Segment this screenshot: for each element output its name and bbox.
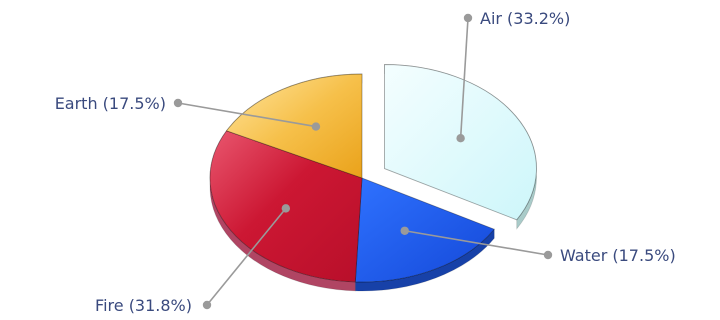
leader-inner-dot-fire	[281, 204, 291, 213]
leader-outer-dot-air	[463, 13, 473, 23]
slice-label-water: Water (17.5%)	[560, 246, 676, 265]
leader-line-earth	[177, 102, 317, 128]
leader-line-fire	[206, 207, 287, 306]
leader-outer-dot-earth	[173, 98, 183, 108]
leader-line-air	[459, 17, 469, 139]
slice-label-earth: Earth (17.5%)	[55, 94, 166, 113]
leader-outer-dot-fire	[202, 300, 212, 310]
pie-slice-water[interactable]	[354, 177, 495, 283]
pie-slice-earth[interactable]	[226, 73, 363, 179]
leader-inner-dot-water	[400, 226, 409, 235]
leader-line-water	[404, 229, 549, 256]
leader-inner-dot-air	[456, 133, 465, 143]
leader-inner-dot-earth	[311, 122, 321, 131]
slice-label-air: Air (33.2%)	[480, 9, 570, 28]
leader-outer-dot-water	[543, 250, 553, 260]
slice-label-fire: Fire (31.8%)	[95, 296, 192, 315]
